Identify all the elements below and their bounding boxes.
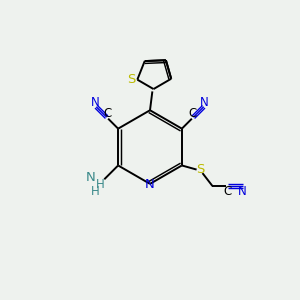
Text: S: S	[196, 163, 204, 176]
Text: C: C	[103, 106, 111, 120]
Text: N: N	[200, 96, 209, 109]
Text: S: S	[127, 73, 135, 86]
Text: N: N	[86, 171, 96, 184]
Text: N: N	[238, 184, 247, 198]
Text: H: H	[91, 185, 100, 198]
Text: C: C	[189, 106, 197, 120]
Text: N: N	[145, 178, 155, 191]
Text: H: H	[96, 178, 105, 190]
Text: C: C	[224, 184, 232, 198]
Text: N: N	[91, 96, 100, 109]
